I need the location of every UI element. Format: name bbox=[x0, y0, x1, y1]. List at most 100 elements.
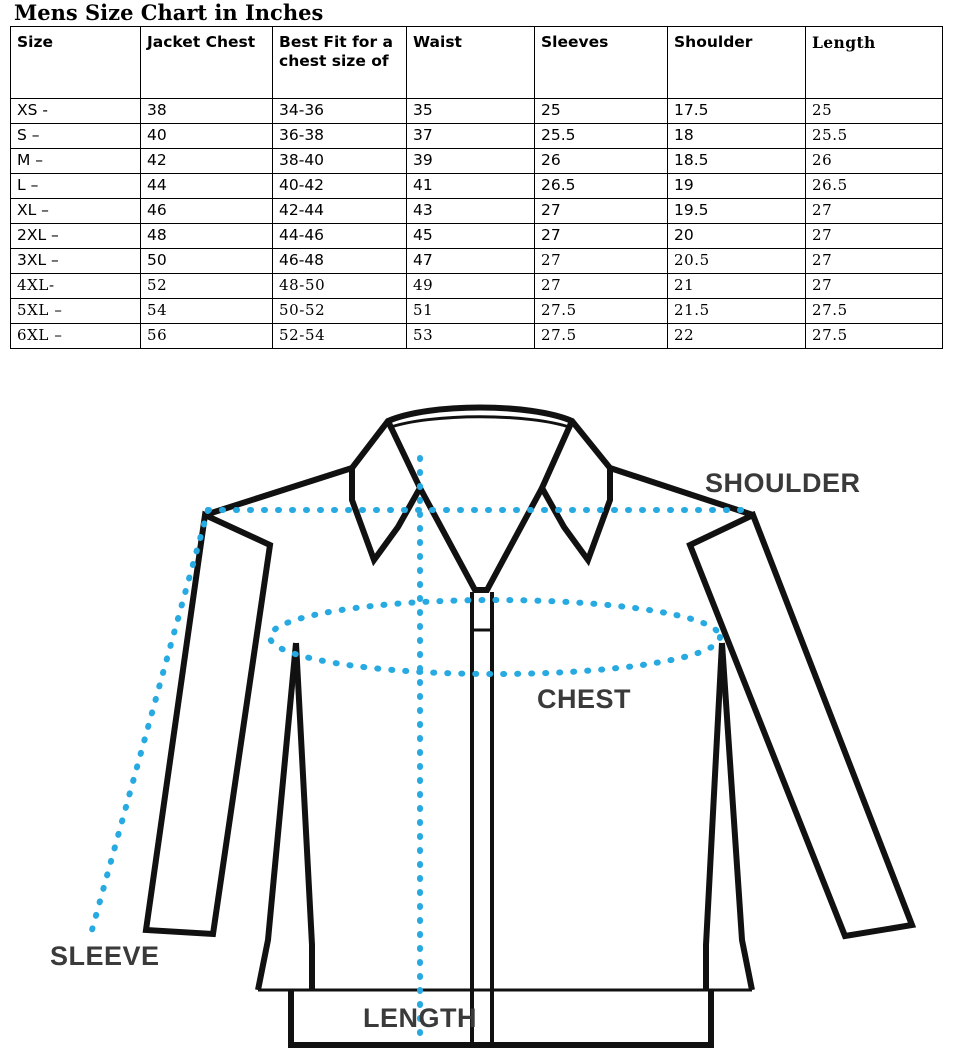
cell-waist: 43 bbox=[406, 198, 535, 224]
column-header-best-fit: Best Fit for a chest size of bbox=[272, 26, 407, 99]
cell-length: 25 bbox=[805, 98, 943, 124]
table-row: 3XL – 50 46-48 47 27 20.5 27 bbox=[10, 248, 943, 274]
column-header-jacket-chest: Jacket Chest bbox=[140, 26, 273, 99]
cell-size: 2XL – bbox=[10, 223, 141, 249]
cell-best-fit: 34-36 bbox=[272, 98, 407, 124]
cell-sleeves: 25.5 bbox=[534, 123, 668, 149]
cell-shoulder: 17.5 bbox=[667, 98, 806, 124]
table-row: L – 44 40-42 41 26.5 19 26.5 bbox=[10, 173, 943, 199]
column-header-sleeves: Sleeves bbox=[534, 26, 668, 99]
cell-shoulder: 21 bbox=[667, 273, 806, 299]
cell-shoulder: 22 bbox=[667, 323, 806, 349]
cell-jacket-chest: 44 bbox=[140, 173, 273, 199]
cell-size: 4XL- bbox=[10, 273, 141, 299]
cell-sleeves: 27 bbox=[534, 273, 668, 299]
cell-size: L – bbox=[10, 173, 141, 199]
cell-waist: 49 bbox=[406, 273, 535, 299]
jacket-outline bbox=[142, 404, 917, 1048]
cell-length: 27 bbox=[805, 248, 943, 274]
left-body-side bbox=[255, 642, 299, 991]
cell-jacket-chest: 48 bbox=[140, 223, 273, 249]
cell-best-fit: 36-38 bbox=[272, 123, 407, 149]
collar-right-leaf bbox=[538, 419, 613, 567]
cell-length: 27.5 bbox=[805, 298, 943, 324]
table-row: S – 40 36-38 37 25.5 18 25.5 bbox=[10, 123, 943, 149]
cell-waist: 47 bbox=[406, 248, 535, 274]
cell-best-fit: 52-54 bbox=[272, 323, 407, 349]
label-length: LENGTH bbox=[363, 1003, 477, 1033]
cell-shoulder: 19 bbox=[667, 173, 806, 199]
cell-sleeves: 27.5 bbox=[534, 323, 668, 349]
cell-size: S – bbox=[10, 123, 141, 149]
cell-jacket-chest: 54 bbox=[140, 298, 273, 324]
measurement-guides bbox=[89, 455, 755, 1043]
label-chest: CHEST bbox=[537, 684, 631, 714]
jacket-illustration: SHOULDER CHEST SLEEVE LENGTH bbox=[50, 404, 917, 1048]
cell-best-fit: 48-50 bbox=[272, 273, 407, 299]
column-header-length: Length bbox=[805, 26, 943, 99]
right-shoulder-line bbox=[609, 465, 754, 518]
cell-length: 25.5 bbox=[805, 123, 943, 149]
left-sleeve-shape bbox=[142, 510, 274, 938]
sleeve-measure-line[interactable] bbox=[89, 507, 211, 933]
collar-left-leaf bbox=[349, 419, 424, 567]
cell-waist: 41 bbox=[406, 173, 535, 199]
label-shoulder: SHOULDER bbox=[705, 468, 861, 498]
left-body-inner bbox=[293, 642, 315, 990]
cell-shoulder: 18 bbox=[667, 123, 806, 149]
label-sleeve: SLEEVE bbox=[50, 941, 160, 971]
cell-sleeves: 27 bbox=[534, 198, 668, 224]
table-header: Size Jacket Chest Best Fit for a chest s… bbox=[10, 26, 943, 99]
cell-shoulder: 18.5 bbox=[667, 148, 806, 174]
cell-jacket-chest: 42 bbox=[140, 148, 273, 174]
cell-best-fit: 46-48 bbox=[272, 248, 407, 274]
cell-shoulder: 20 bbox=[667, 223, 806, 249]
table-row: XS - 38 34-36 35 25 17.5 25 bbox=[10, 98, 943, 124]
collar-outer bbox=[349, 404, 613, 470]
cell-waist: 39 bbox=[406, 148, 535, 174]
cell-jacket-chest: 40 bbox=[140, 123, 273, 149]
cell-length: 27 bbox=[805, 198, 943, 224]
right-sleeve-shape bbox=[686, 510, 917, 940]
cell-sleeves: 26 bbox=[534, 148, 668, 174]
collar-inner-neck bbox=[387, 415, 573, 430]
table-row: 4XL- 52 48-50 49 27 21 27 bbox=[10, 273, 943, 299]
cell-length: 27 bbox=[805, 223, 943, 249]
cell-length: 26 bbox=[805, 148, 943, 174]
cell-sleeves: 27.5 bbox=[534, 298, 668, 324]
cell-jacket-chest: 52 bbox=[140, 273, 273, 299]
jacket-measurement-diagram: SHOULDER CHEST SLEEVE LENGTH bbox=[0, 385, 960, 1050]
chest-measure-ellipse[interactable] bbox=[267, 597, 723, 677]
cell-waist: 37 bbox=[406, 123, 535, 149]
cell-size: 5XL – bbox=[10, 298, 141, 324]
table-row: 6XL – 56 52-54 53 27.5 22 27.5 bbox=[10, 323, 943, 349]
cell-best-fit: 44-46 bbox=[272, 223, 407, 249]
cell-waist: 51 bbox=[406, 298, 535, 324]
cell-jacket-chest: 46 bbox=[140, 198, 273, 224]
cell-length: 27 bbox=[805, 273, 943, 299]
cell-sleeves: 27 bbox=[534, 223, 668, 249]
cell-waist: 35 bbox=[406, 98, 535, 124]
cell-best-fit: 38-40 bbox=[272, 148, 407, 174]
right-body-side bbox=[719, 642, 755, 991]
table-row: M – 42 38-40 39 26 18.5 26 bbox=[10, 148, 943, 174]
cell-sleeves: 26.5 bbox=[534, 173, 668, 199]
cell-best-fit: 42-44 bbox=[272, 198, 407, 224]
cell-shoulder: 19.5 bbox=[667, 198, 806, 224]
cell-size: M – bbox=[10, 148, 141, 174]
column-header-waist: Waist bbox=[406, 26, 535, 99]
cell-jacket-chest: 56 bbox=[140, 323, 273, 349]
lapel-v bbox=[417, 486, 545, 593]
table-row: 5XL – 54 50-52 51 27.5 21.5 27.5 bbox=[10, 298, 943, 324]
cell-size: XL – bbox=[10, 198, 141, 224]
left-shoulder-line bbox=[204, 465, 353, 518]
cell-sleeves: 25 bbox=[534, 98, 668, 124]
cell-jacket-chest: 38 bbox=[140, 98, 273, 124]
table-row: XL – 46 42-44 43 27 19.5 27 bbox=[10, 198, 943, 224]
page-title: Mens Size Chart in Inches bbox=[14, 0, 324, 25]
hem-band bbox=[288, 990, 714, 1048]
cell-length: 26.5 bbox=[805, 173, 943, 199]
column-header-shoulder: Shoulder bbox=[667, 26, 806, 99]
cell-best-fit: 40-42 bbox=[272, 173, 407, 199]
cell-waist: 53 bbox=[406, 323, 535, 349]
